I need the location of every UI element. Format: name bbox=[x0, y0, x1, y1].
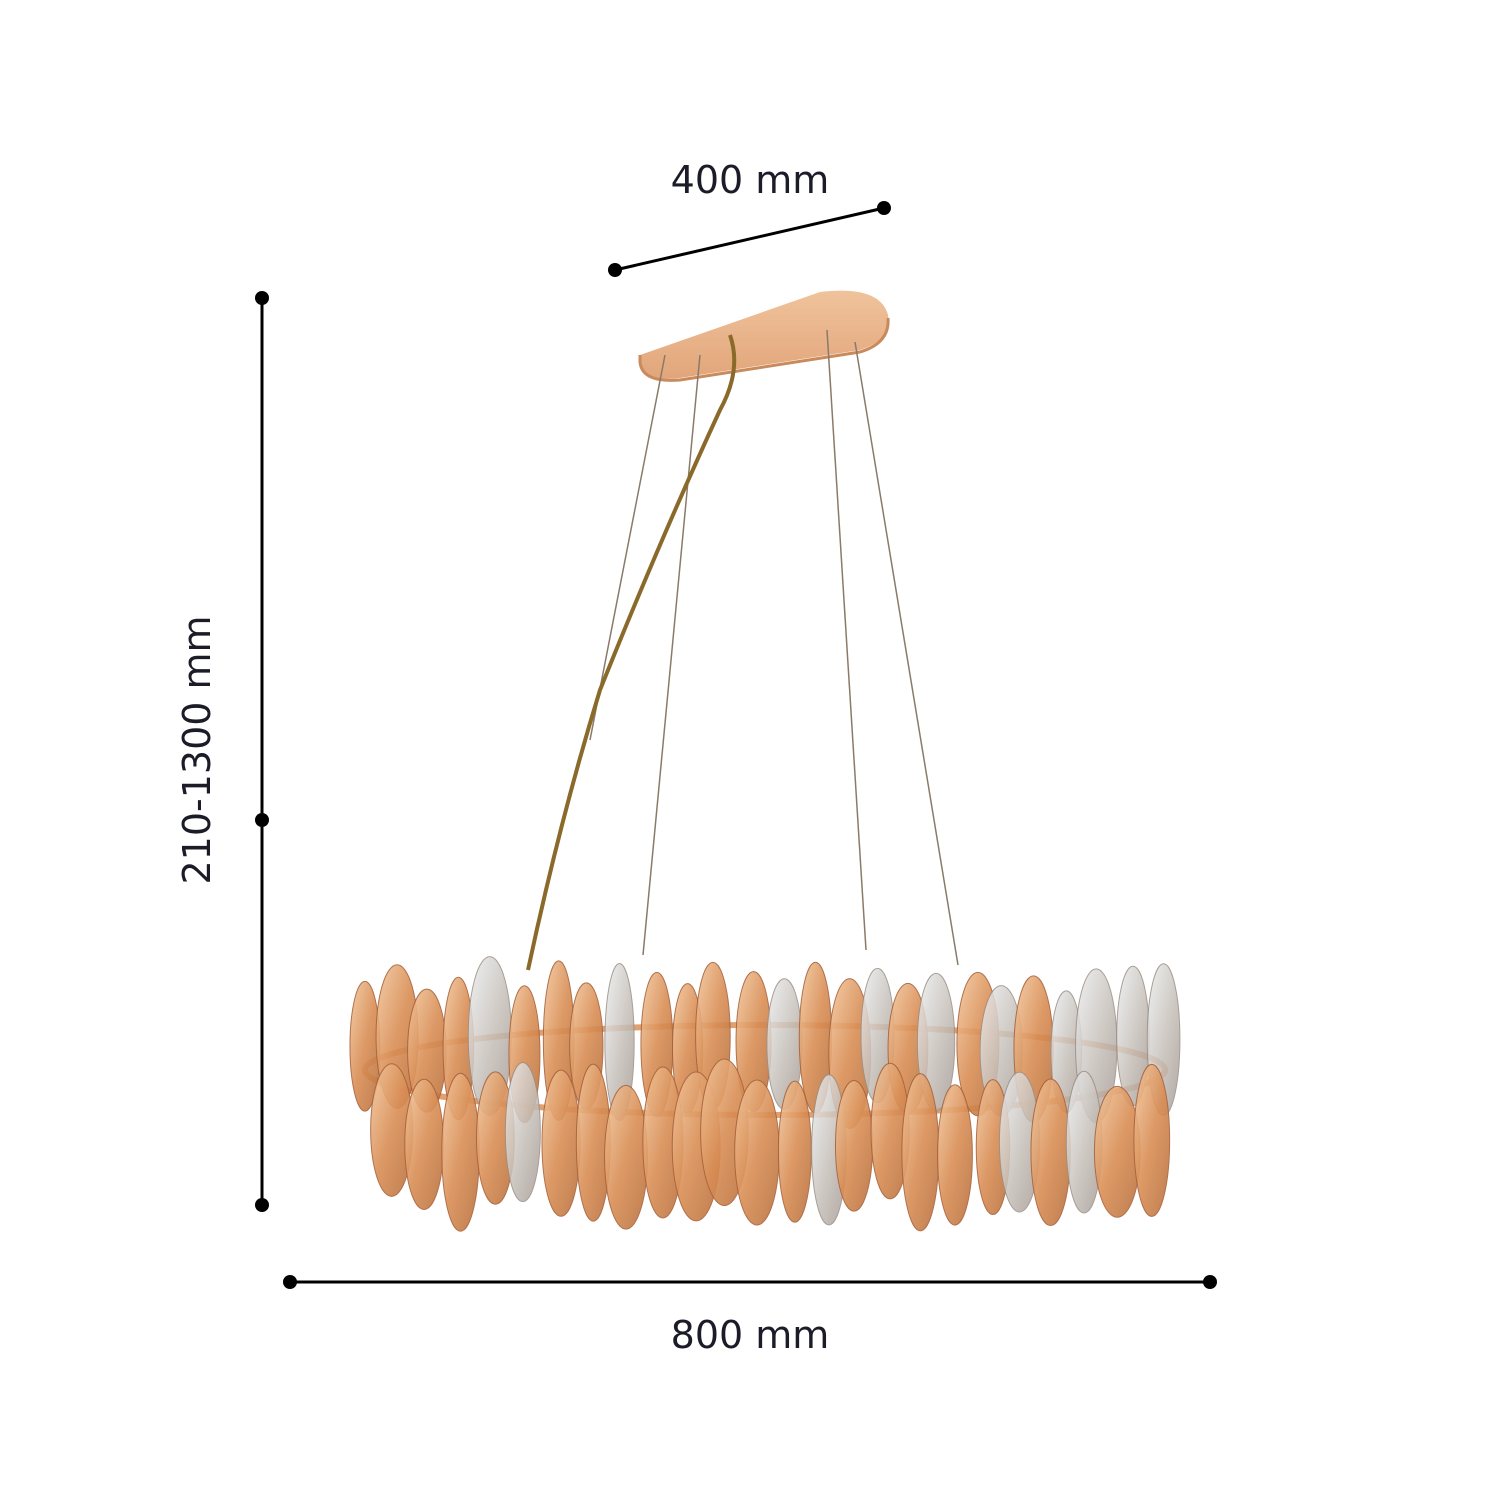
dimension-line-plate bbox=[608, 201, 891, 277]
crystal-pendant bbox=[1030, 1078, 1071, 1227]
crystal-pendant bbox=[901, 1073, 940, 1232]
suspension-wires bbox=[589, 329, 959, 966]
power-cable bbox=[526, 334, 737, 971]
crystal-pendant bbox=[541, 1069, 581, 1217]
ceiling-canopy bbox=[638, 290, 890, 382]
crystal-ring bbox=[349, 956, 1181, 1232]
crystal-pendant bbox=[1133, 1063, 1171, 1217]
crystal-pendant bbox=[504, 1061, 541, 1203]
dimension-line-diameter bbox=[283, 1275, 1217, 1289]
plate-length-label: 400 mm bbox=[670, 158, 830, 202]
dimension-line-height bbox=[255, 291, 269, 1212]
crystal-pendant bbox=[734, 1079, 780, 1226]
crystal-pendant bbox=[777, 1080, 812, 1223]
crystal-pendant bbox=[1093, 1085, 1141, 1218]
height-range-label: 210-1300 mm bbox=[175, 615, 219, 885]
crystal-pendant bbox=[834, 1080, 874, 1212]
crystal-pendant bbox=[937, 1084, 973, 1226]
crystal-pendant bbox=[441, 1072, 480, 1232]
diameter-label: 800 mm bbox=[670, 1313, 830, 1357]
crystal-pendant bbox=[604, 1084, 648, 1230]
crystal-pendant bbox=[404, 1078, 444, 1210]
